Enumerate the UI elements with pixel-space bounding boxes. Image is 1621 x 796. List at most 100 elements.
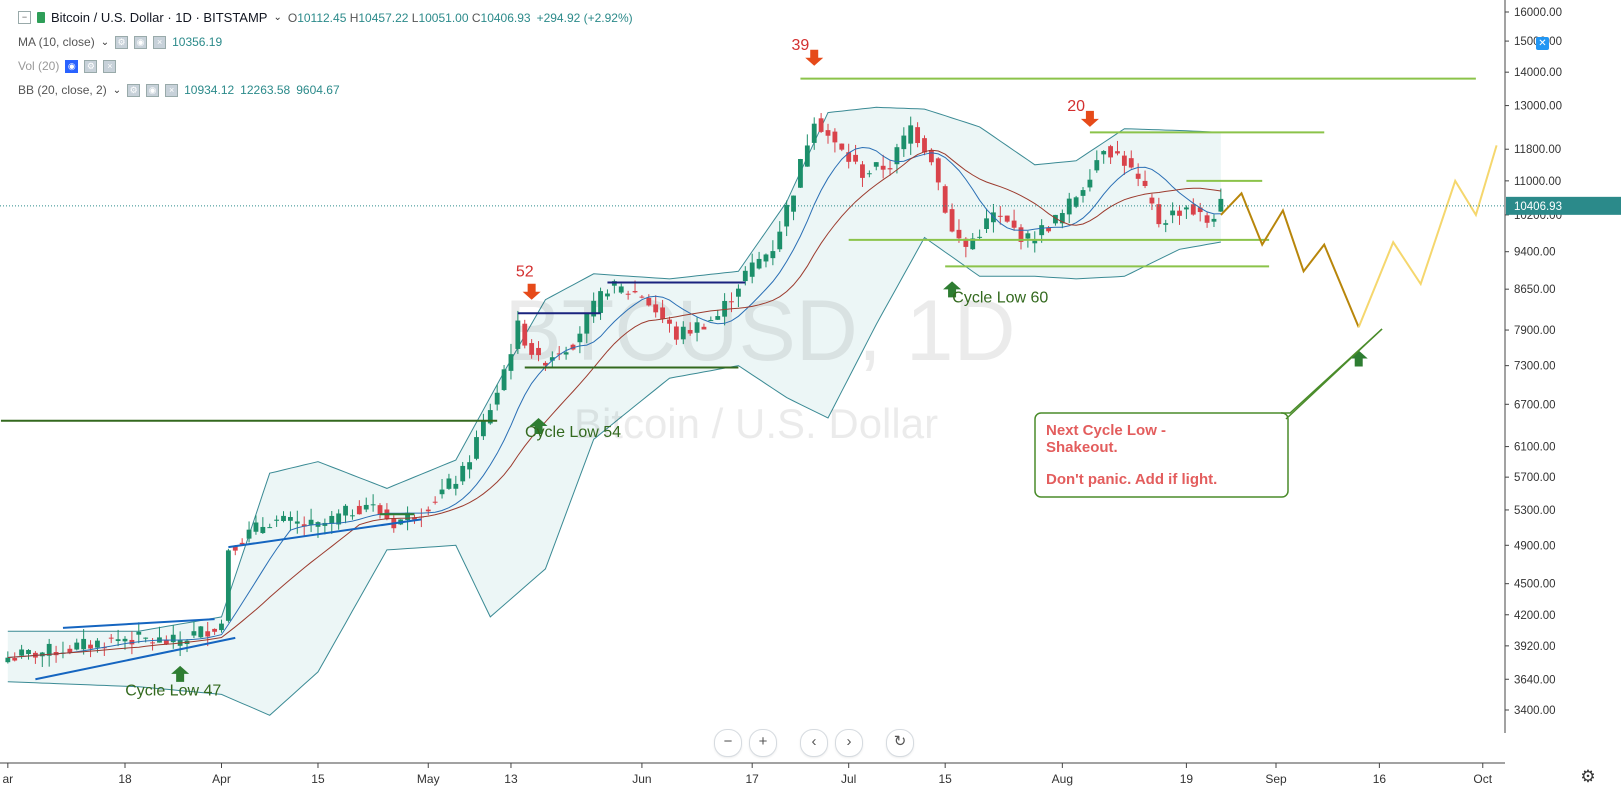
candle-body: [405, 512, 410, 521]
ohlc-key-c: C: [471, 10, 481, 25]
candle-body: [1211, 218, 1217, 222]
candle-body: [1204, 215, 1210, 223]
candle-body: [735, 288, 741, 297]
trend-line[interactable]: [62, 618, 215, 629]
candle-body: [12, 658, 18, 661]
candle-body: [350, 515, 355, 517]
close-icon[interactable]: ×: [103, 59, 117, 73]
settings-icon[interactable]: ⚙: [84, 59, 98, 73]
candle-body: [446, 478, 452, 489]
candle-body: [963, 238, 969, 247]
candle-body: [984, 218, 989, 229]
up-arrow-icon[interactable]: [171, 665, 190, 682]
candle-body: [543, 362, 548, 366]
candle-body: [598, 291, 603, 313]
bb-upper-value: 12263.58: [240, 83, 291, 97]
candle-body: [997, 215, 1003, 217]
candle-body: [1135, 173, 1141, 179]
price-tick-label: 16000.00: [1514, 7, 1562, 19]
callout-box[interactable]: [1034, 412, 1289, 498]
candle-body: [722, 300, 728, 317]
candle-body: [694, 322, 700, 333]
time-tick-label: May: [417, 772, 440, 786]
candle-body: [949, 209, 955, 232]
candle-body: [1066, 198, 1072, 215]
chevron-down-icon[interactable]: ⌄: [273, 12, 282, 23]
annotation-label[interactable]: 20: [1067, 98, 1085, 115]
callout-line-2: Shakeout.: [1046, 439, 1118, 456]
ohlc-value-c: 10406.93: [480, 10, 531, 25]
candle-body: [212, 628, 218, 632]
candle-body: [322, 522, 328, 526]
candle-body: [866, 173, 872, 175]
candle-body: [529, 343, 535, 355]
up-arrow-icon[interactable]: [1349, 350, 1368, 367]
candle-body: [853, 154, 858, 162]
zoom-out-button[interactable]: −: [714, 729, 742, 757]
candle-body: [377, 505, 383, 515]
time-tick-label: 15: [311, 772, 325, 786]
ohlc-key-l: L: [411, 10, 419, 25]
down-arrow-icon[interactable]: [522, 283, 541, 300]
scroll-left-button[interactable]: ‹: [800, 729, 828, 757]
candle-body: [756, 258, 762, 269]
trend-line[interactable]: [228, 518, 422, 549]
candle-body: [343, 505, 348, 516]
vol-label[interactable]: Vol (20): [18, 59, 60, 73]
up-arrow-icon[interactable]: [529, 417, 548, 434]
price-tick-label: 6100.00: [1514, 442, 1556, 454]
collapse-icon[interactable]: −: [18, 11, 31, 24]
scroll-right-button[interactable]: ›: [835, 729, 863, 757]
eye-icon[interactable]: ◉: [134, 35, 148, 49]
projection-path[interactable]: [1357, 145, 1498, 328]
candle-body: [770, 251, 776, 259]
time-tick-label: Oct: [1473, 772, 1492, 786]
ohlc-values: O10112.45 H10457.22 L10051.00 C10406.93: [288, 11, 531, 25]
gear-icon[interactable]: ⚙: [1580, 767, 1595, 787]
candle-body: [839, 143, 845, 150]
close-icon[interactable]: ×: [165, 83, 179, 97]
scale-icon[interactable]: ✕: [1536, 37, 1549, 50]
chevron-down-icon[interactable]: ⌄: [112, 84, 122, 96]
time-tick-label: Apr: [212, 772, 231, 786]
candle-body: [522, 323, 528, 346]
price-tick-label: 14000.00: [1514, 67, 1562, 79]
candle-body: [618, 286, 624, 293]
close-icon[interactable]: ×: [153, 35, 167, 49]
annotation-label[interactable]: 39: [792, 37, 810, 54]
eye-icon[interactable]: ◉: [146, 83, 160, 97]
down-arrow-icon[interactable]: [1080, 110, 1099, 127]
projection-path[interactable]: [1220, 191, 1360, 328]
ma-value: 10356.19: [172, 35, 223, 49]
candle-body: [474, 437, 479, 459]
down-arrow-icon[interactable]: [805, 49, 824, 66]
trend-line[interactable]: [35, 636, 236, 681]
settings-icon[interactable]: ⚙: [115, 35, 129, 49]
candle-body: [81, 638, 87, 650]
eye-icon[interactable]: ◉: [65, 59, 79, 73]
annotation-label[interactable]: Cycle Low 54: [525, 424, 621, 441]
candle-body: [281, 515, 286, 522]
price-tick-label: 3640.00: [1514, 674, 1556, 686]
candle-body: [908, 125, 914, 144]
bb-label[interactable]: BB (20, close, 2): [18, 83, 107, 97]
ma-label[interactable]: MA (10, close): [18, 35, 95, 49]
symbol-title[interactable]: Bitcoin / U.S. Dollar · 1D · BITSTAMP: [51, 10, 268, 25]
reset-button[interactable]: ↻: [886, 729, 914, 757]
annotation-label[interactable]: Cycle Low 47: [125, 683, 221, 700]
annotation-label[interactable]: Cycle Low 60: [952, 289, 1048, 306]
annotation-label[interactable]: 52: [516, 263, 534, 280]
candle-body: [294, 521, 300, 524]
candle-body: [170, 634, 176, 643]
chevron-down-icon[interactable]: ⌄: [100, 36, 110, 48]
zoom-in-button[interactable]: +: [749, 729, 777, 757]
candle-body: [95, 640, 100, 648]
candle-body: [673, 326, 679, 340]
vol-legend: Vol (20) ◉ ⚙ ×: [18, 59, 117, 73]
candle-body: [825, 130, 831, 136]
candle-body: [894, 147, 900, 165]
up-arrow-icon[interactable]: [943, 281, 962, 298]
settings-icon[interactable]: ⚙: [127, 83, 141, 97]
